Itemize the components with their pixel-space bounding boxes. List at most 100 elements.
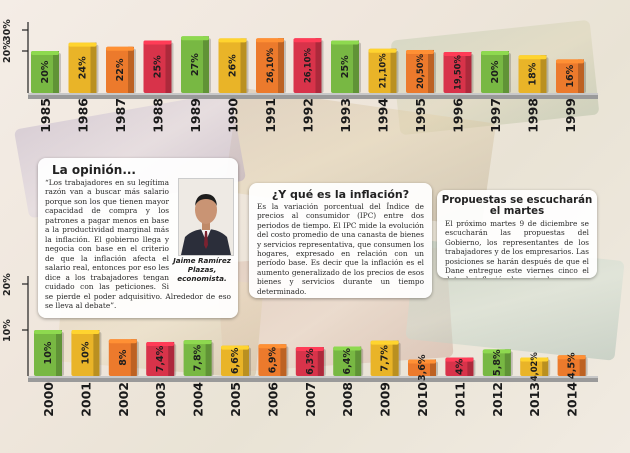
bar-top <box>556 59 584 64</box>
bar <box>108 339 137 376</box>
inflation-definition-title: ¿Y qué es la inflación? <box>271 188 410 201</box>
year-label: 2006 <box>265 382 280 417</box>
bar-side <box>205 340 212 376</box>
bar-side <box>280 344 287 376</box>
bar-top <box>333 346 362 351</box>
bar-side <box>90 42 97 93</box>
bar-value-label: 27% <box>190 53 201 76</box>
bar-value-label: 21,10% <box>378 53 388 88</box>
bar-side <box>465 52 472 93</box>
proposals-text: El próximo martes 9 de diciembre se escu… <box>445 219 589 278</box>
bar-top <box>146 341 175 346</box>
bar-value-label: 7,4% <box>155 345 166 372</box>
year-label: 1995 <box>413 98 428 133</box>
bar <box>481 51 509 93</box>
bar-side <box>243 345 249 376</box>
y-tick-label: 20% <box>2 273 13 296</box>
bar-top <box>368 48 397 53</box>
bar-top <box>482 349 511 354</box>
bar-side <box>504 349 511 376</box>
bar-side <box>467 357 474 376</box>
y-tick-label: 30% <box>2 19 13 42</box>
bar <box>295 347 324 376</box>
bar <box>443 52 472 93</box>
bar-side <box>428 49 434 93</box>
bar <box>146 341 175 376</box>
bar-value-label: 7,7% <box>380 345 391 372</box>
bar-top <box>106 46 134 51</box>
year-label: 1989 <box>188 98 203 133</box>
year-label: 2012 <box>490 382 505 417</box>
bar-top <box>445 357 474 362</box>
bar <box>221 345 249 376</box>
bar-top <box>408 359 436 364</box>
bar-top <box>181 36 209 41</box>
bar <box>520 357 549 376</box>
bar-top <box>31 51 59 55</box>
bar-side <box>430 359 436 376</box>
bar-value-label: 6,6% <box>230 347 241 374</box>
bar-top <box>406 49 434 54</box>
bar-top <box>68 42 97 47</box>
bar-value-label: 4,02% <box>529 352 539 382</box>
year-label: 2013 <box>527 382 542 417</box>
bar-side <box>392 340 399 376</box>
year-label: 1986 <box>76 98 91 133</box>
year-label: 1992 <box>301 98 316 133</box>
year-label: 1993 <box>338 98 353 133</box>
bar <box>256 38 284 93</box>
bar-side <box>53 51 59 93</box>
bar <box>557 355 586 376</box>
bar-top <box>258 344 287 349</box>
bar-side <box>542 357 549 376</box>
year-label: 2002 <box>116 382 131 417</box>
bar-top <box>481 51 509 55</box>
opinion-box: La opinión... “Los trabajadores en su le… <box>38 158 238 318</box>
bar <box>518 55 547 93</box>
bar <box>445 357 474 376</box>
bar-value-label: 19,50% <box>453 54 463 89</box>
bar <box>408 359 436 376</box>
inflation-definition-text: Es la variación porcentual del Índice de… <box>257 202 424 296</box>
baseline-strip <box>28 376 598 382</box>
bar-value-label: 4% <box>454 358 465 375</box>
bar <box>368 48 397 93</box>
bar-value-label: 22% <box>115 58 126 81</box>
bar-side <box>130 339 137 376</box>
year-label: 2000 <box>41 382 56 417</box>
bar-top <box>256 38 284 43</box>
photo-caption: Jaime Ramírez Plazas, economista. <box>173 256 231 283</box>
bar-value-label: 26,10% <box>265 48 275 83</box>
bar-side <box>93 330 100 376</box>
proposals-title: Propuestas se escucharán el martes <box>441 195 593 217</box>
bar <box>106 46 134 93</box>
bar <box>331 40 359 93</box>
bar-top <box>295 347 324 352</box>
bar <box>293 38 322 93</box>
year-label: 1994 <box>376 98 391 133</box>
bar-side <box>503 51 509 93</box>
bar-value-label: 20% <box>490 60 501 83</box>
bar-side <box>315 38 322 93</box>
bar <box>68 42 97 93</box>
year-label: 1987 <box>113 98 128 133</box>
year-label: 1991 <box>263 98 278 133</box>
bar-value-label: 16% <box>565 64 576 87</box>
bar-side <box>355 346 362 376</box>
year-label: 2010 <box>415 382 430 417</box>
bar-value-label: 4,5% <box>567 352 578 379</box>
bar-side <box>540 55 547 93</box>
bar-value-label: 18% <box>528 62 539 85</box>
year-label: 1988 <box>151 98 166 133</box>
bar-value-label: 6,4% <box>342 348 353 375</box>
bar <box>406 49 434 93</box>
year-label: 2011 <box>452 382 467 417</box>
bar-side <box>317 347 324 376</box>
baseline-highlight <box>28 376 598 378</box>
year-label: 2001 <box>78 382 93 417</box>
bar <box>218 38 247 93</box>
year-label: 2008 <box>340 382 355 417</box>
bar-side <box>578 59 584 93</box>
